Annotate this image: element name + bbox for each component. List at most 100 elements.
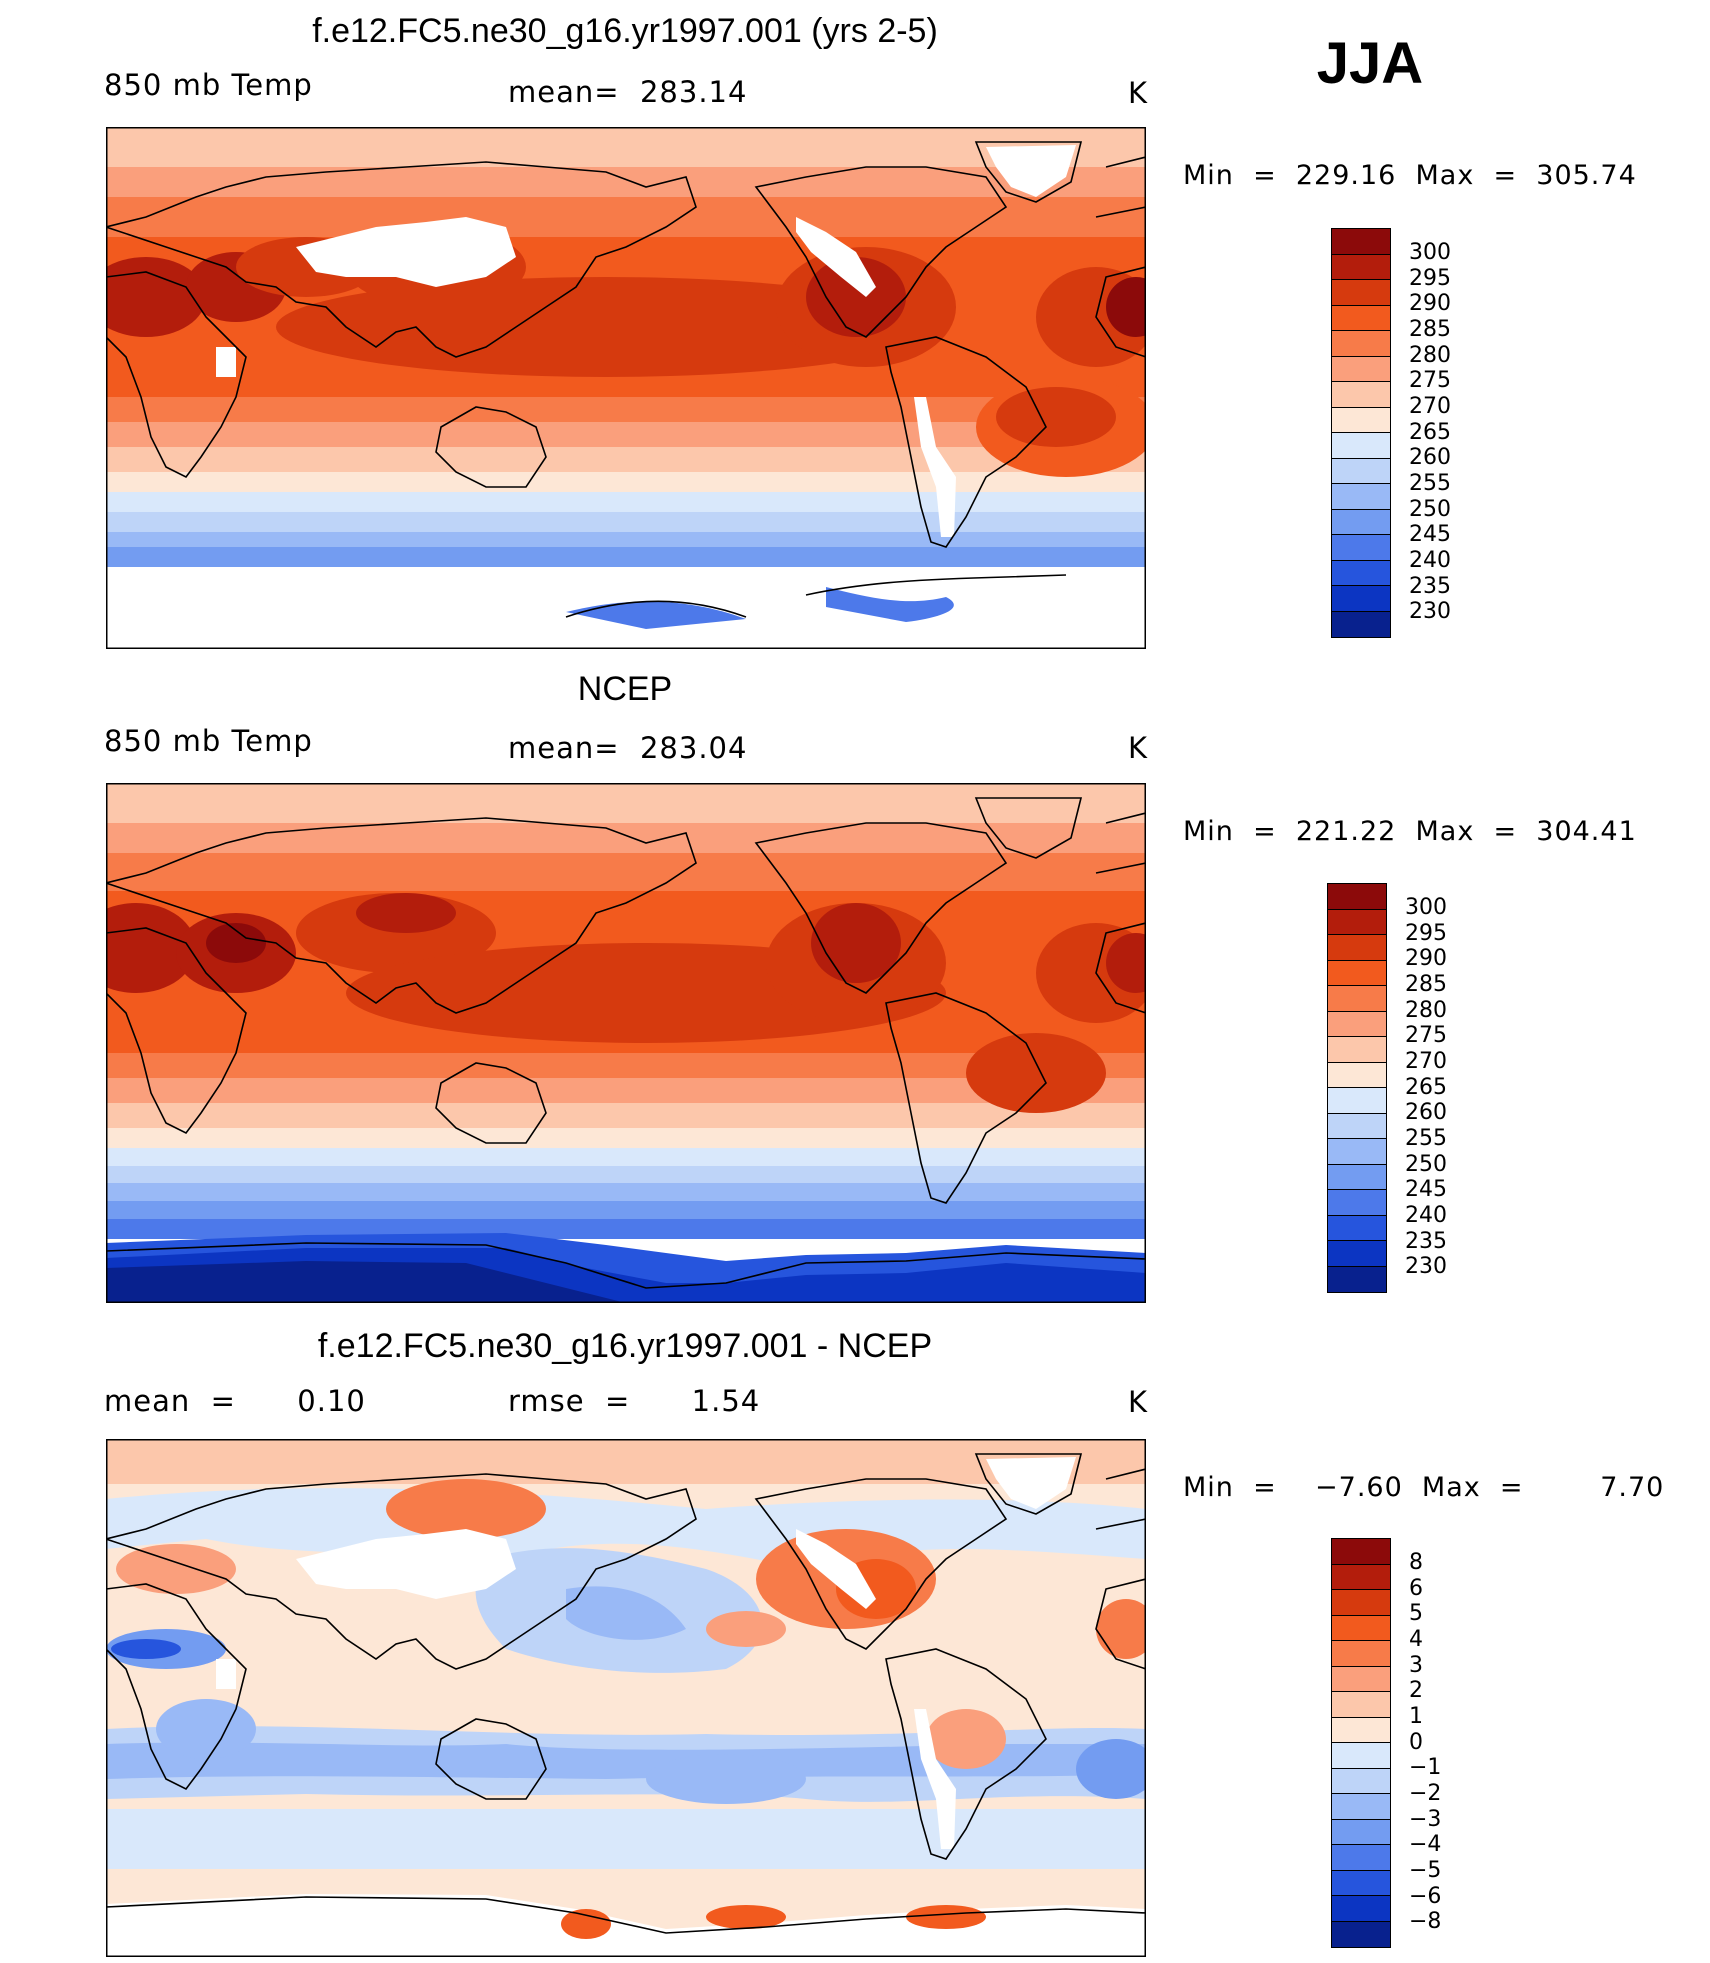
p3-level-label: 4	[1409, 1627, 1423, 1652]
p1-level-label: 275	[1409, 368, 1451, 393]
panel2-map	[106, 783, 1146, 1303]
p3-blue-atl-s	[1076, 1739, 1146, 1799]
p3-coast-eurasia	[106, 1473, 697, 1670]
p2-level-label: 240	[1405, 1203, 1447, 1228]
p3-blue-indian-core	[111, 1639, 181, 1659]
p1-swatch-0	[1332, 229, 1390, 255]
p3-coast-greenland	[974, 1453, 1083, 1515]
panel2-colorbar: 300 295 290 285 280 275 270 265 260 255 …	[1327, 883, 1467, 1295]
p3-warm-antarctic2	[706, 1905, 786, 1929]
p3-swatch-5	[1332, 1666, 1390, 1692]
p3-warm-europe	[116, 1544, 236, 1594]
panel2-title: NCEP	[577, 670, 673, 708]
p2-swatch-15	[1328, 1266, 1386, 1292]
p2-swatch-7	[1328, 1062, 1386, 1088]
panel1-variable-label: 850 mb Temp	[104, 68, 313, 102]
panel2-variable-label: 850 mb Temp	[104, 724, 313, 758]
p3-missing-greenland	[986, 1457, 1076, 1509]
p2-swatch-10	[1328, 1139, 1386, 1165]
p3-swatch-4	[1332, 1641, 1390, 1667]
p2-level-label: 230	[1405, 1254, 1447, 1279]
p1-band-s3	[106, 447, 1146, 475]
p2-swatch-8	[1328, 1088, 1386, 1114]
panel1-mean-label: mean= 283.14	[508, 75, 748, 109]
p3-missing-andes	[914, 1709, 956, 1849]
p2-level-label: 275	[1405, 1023, 1447, 1048]
p1-swatch-9	[1332, 458, 1390, 484]
p2-hot-safrica-core	[1106, 933, 1146, 993]
p1-swatch-8	[1332, 433, 1390, 459]
p2-coast-eurasia	[106, 817, 697, 1014]
p3-swatch-13	[1332, 1870, 1390, 1896]
p1-swatch-4	[1332, 331, 1390, 357]
panel3-title: f.e12.FC5.ne30_g16.yr1997.001 - NCEP	[317, 1327, 933, 1365]
p2-swatch-14	[1328, 1241, 1386, 1267]
p2-swatch-6	[1328, 1037, 1386, 1063]
p3-missing-ethiopia	[216, 1659, 236, 1689]
p2-level-label: 290	[1405, 946, 1447, 971]
p2-swatch-2	[1328, 935, 1386, 961]
p2-coast-samerica	[885, 992, 1047, 1204]
p1-coast-greenland	[974, 141, 1083, 203]
p3-swatch-2	[1332, 1590, 1390, 1616]
p1-level-label: 250	[1409, 497, 1451, 522]
p3-swatch-0	[1332, 1539, 1390, 1565]
p1-band-s5	[106, 492, 1146, 514]
p2-coast-antarctica	[106, 1242, 1146, 1289]
p2-antarctic-deepest	[106, 1261, 626, 1303]
panel3-minmax: Min = −7.60 Max = 7.70	[1183, 1472, 1665, 1503]
p3-warm-antarctic1	[561, 1909, 611, 1939]
p3-level-label: −5	[1409, 1858, 1442, 1883]
p1-hot-sam2	[996, 387, 1116, 447]
p3-missing-tibet	[296, 1529, 516, 1599]
p3-swatch-1	[1332, 1564, 1390, 1590]
p1-swatch-14	[1332, 586, 1390, 612]
p2-level-label: 265	[1405, 1075, 1447, 1100]
p3-coast-antarctica	[106, 1896, 1146, 1934]
p3-level-label: 0	[1409, 1730, 1423, 1755]
p1-missing-rockies	[796, 217, 876, 297]
p3-warm-antarctic3	[906, 1905, 986, 1929]
p1-coast-africa	[106, 271, 247, 479]
p2-level-label: 300	[1405, 895, 1447, 920]
panel1-title: f.e12.FC5.ne30_g16.yr1997.001 (yrs 2-5)	[312, 12, 938, 50]
p2-swatch-9	[1328, 1113, 1386, 1139]
p1-level-label: 230	[1409, 599, 1451, 624]
p2-swatch-11	[1328, 1164, 1386, 1190]
p2-coast-greenland	[974, 797, 1083, 859]
panel3-colorbar-box	[1331, 1538, 1391, 1948]
p3-warm-asia	[386, 1479, 546, 1539]
p2-swatch-0	[1328, 884, 1386, 910]
p2-level-label: 295	[1405, 921, 1447, 946]
p1-level-label: 280	[1409, 343, 1451, 368]
p3-level-label: 3	[1409, 1653, 1423, 1678]
p1-level-label: 240	[1409, 548, 1451, 573]
p1-level-label: 245	[1409, 522, 1451, 547]
p1-level-label: 295	[1409, 266, 1451, 291]
p3-warm-atl	[1096, 1599, 1146, 1659]
panel1-map	[106, 127, 1146, 649]
p3-antarctica	[106, 1894, 1146, 1957]
p3-band-arctic	[106, 1439, 1146, 1484]
p2-band-s6	[106, 1166, 1146, 1186]
p1-band-s8	[106, 547, 1146, 567]
p2-hot-samerica	[966, 1033, 1106, 1113]
p3-blue-pac-s	[646, 1754, 806, 1804]
p1-level-label: 270	[1409, 394, 1451, 419]
p3-level-label: −2	[1409, 1781, 1442, 1806]
panel3-rmse-label: rmse = 1.54	[508, 1384, 761, 1418]
p3-blue-safrica	[156, 1699, 256, 1759]
p1-swatch-2	[1332, 280, 1390, 306]
panel1-minmax: Min = 229.16 Max = 305.74	[1183, 160, 1637, 191]
p3-blue-mid	[566, 1586, 686, 1640]
p2-coast-australia	[435, 1062, 547, 1144]
p1-level-label: 300	[1409, 240, 1451, 265]
p3-swatch-12	[1332, 1845, 1390, 1871]
p1-missing-andes	[914, 397, 956, 537]
panel3-units-label: K	[1128, 1385, 1149, 1419]
p3-coast-namerica	[754, 1478, 1008, 1650]
p1-swatch-1	[1332, 254, 1390, 280]
panel3-map	[106, 1439, 1146, 1957]
p2-band-s7	[106, 1183, 1146, 1203]
p2-band-s3	[106, 1103, 1146, 1131]
